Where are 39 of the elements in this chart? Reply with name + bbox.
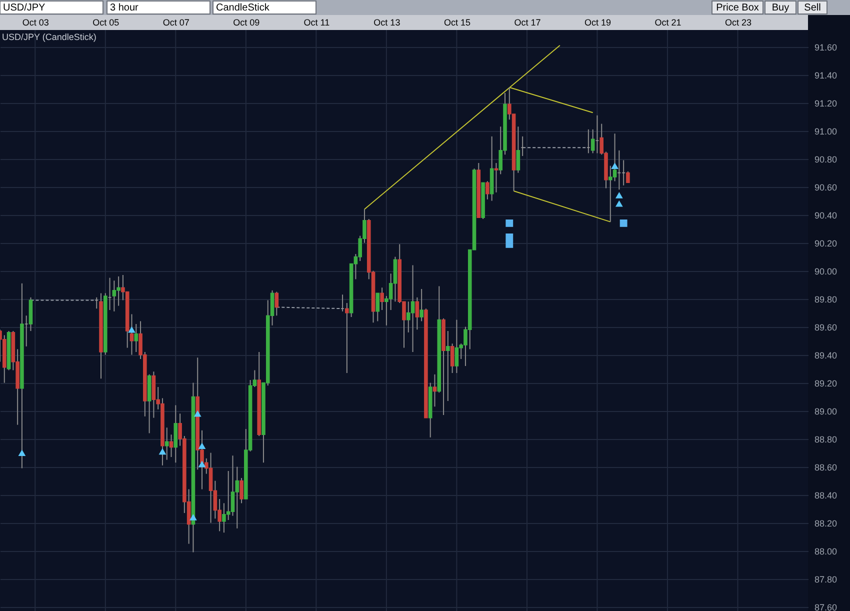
chart-title: USD/JPY (CandleStick) xyxy=(2,32,96,42)
x-tick-label: Oct 05 xyxy=(92,18,120,28)
text: 3 hour xyxy=(110,2,140,14)
y-tick-label: 88.00 xyxy=(814,546,838,556)
y-tick-label: 90.60 xyxy=(814,182,838,192)
x-tick-label: Oct 03 xyxy=(22,18,49,28)
y-tick-label: 91.60 xyxy=(814,42,838,52)
x-tick-label: Oct 15 xyxy=(444,18,470,28)
x-tick-label: Oct 13 xyxy=(374,18,400,28)
y-tick-label: 88.20 xyxy=(814,518,838,528)
y-tick-label: 91.40 xyxy=(814,70,838,80)
x-tick-label: Oct 19 xyxy=(584,18,611,28)
text: USD/JPY xyxy=(3,2,46,14)
y-tick-label: 90.80 xyxy=(814,154,838,164)
text: Price Box xyxy=(716,2,759,14)
x-tick-label: Oct 23 xyxy=(724,18,752,28)
y-tick-label: 91.00 xyxy=(814,126,838,136)
text: Sell xyxy=(804,2,821,14)
y-tick-label: 89.80 xyxy=(814,294,838,304)
y-tick-label: 90.00 xyxy=(814,266,838,276)
y-tick-label: 87.60 xyxy=(814,602,838,611)
y-tick-label: 87.80 xyxy=(814,574,838,584)
text: Buy xyxy=(772,2,790,14)
y-tick-label: 89.00 xyxy=(814,406,838,416)
x-tick-label: Oct 11 xyxy=(304,18,330,28)
y-tick-label: 91.20 xyxy=(814,98,838,108)
x-tick-label: Oct 17 xyxy=(514,18,541,28)
y-tick-label: 88.80 xyxy=(814,434,838,444)
y-tick-label: 89.20 xyxy=(814,378,838,388)
x-tick-label: Oct 09 xyxy=(233,18,260,28)
x-tick-label: Oct 07 xyxy=(162,18,190,28)
y-tick-label: 89.60 xyxy=(814,322,838,332)
y-tick-label: 90.40 xyxy=(814,210,838,220)
x-tick-label: Oct 21 xyxy=(654,18,682,28)
y-tick-label: 90.20 xyxy=(814,238,838,248)
y-tick-label: 88.60 xyxy=(814,462,838,472)
y-tick-label: 89.40 xyxy=(814,350,838,360)
text: CandleStick xyxy=(216,2,270,14)
y-tick-label: 88.40 xyxy=(814,490,838,500)
